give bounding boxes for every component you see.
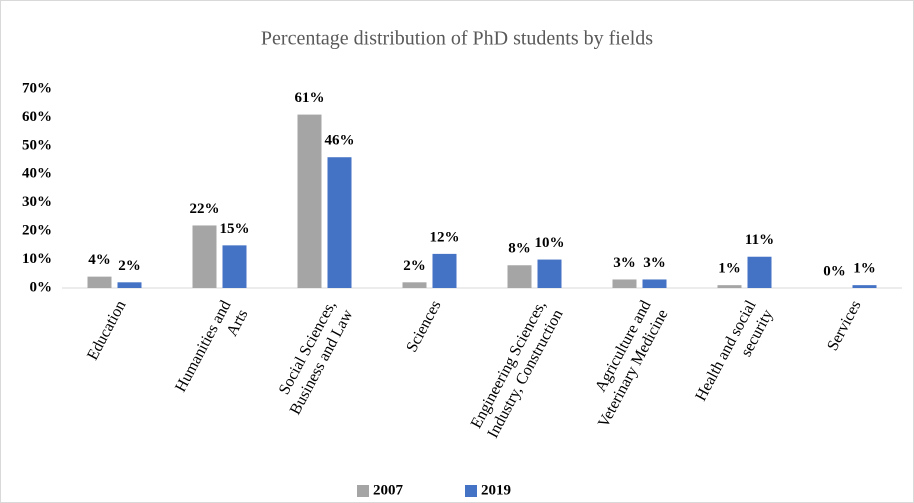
- legend-swatch: [357, 485, 369, 497]
- bar: [327, 157, 352, 288]
- legend-swatch: [465, 485, 477, 497]
- y-tick-label: 10%: [22, 251, 52, 267]
- y-tick-label: 20%: [22, 223, 52, 239]
- data-label: 3%: [643, 255, 666, 271]
- data-label: 11%: [745, 232, 774, 248]
- data-label: 0%: [823, 263, 846, 279]
- y-tick-label: 50%: [22, 137, 52, 153]
- bar: [747, 256, 772, 288]
- data-label: 22%: [190, 201, 220, 217]
- data-label: 46%: [325, 133, 355, 149]
- bar: [717, 285, 742, 288]
- y-tick-label: 0%: [30, 279, 53, 295]
- data-label: 1%: [718, 261, 741, 277]
- data-label: 3%: [613, 255, 636, 271]
- bar: [297, 114, 322, 288]
- bar: [117, 282, 142, 288]
- bar: [537, 259, 562, 288]
- bar: [222, 245, 247, 288]
- chart-title: Percentage distribution of PhD students …: [261, 28, 653, 50]
- bar: [642, 279, 667, 288]
- legend-label: 2007: [373, 482, 404, 498]
- data-label: 4%: [88, 252, 111, 268]
- bar: [612, 279, 637, 288]
- y-tick-label: 70%: [22, 80, 52, 96]
- data-label: 15%: [220, 221, 250, 237]
- bar: [507, 265, 532, 288]
- bar: [432, 253, 457, 288]
- data-label: 8%: [508, 241, 531, 257]
- bar: [402, 282, 427, 288]
- data-label: 10%: [535, 235, 565, 251]
- data-label: 2%: [118, 258, 141, 274]
- bar: [192, 225, 217, 288]
- y-tick-label: 30%: [22, 194, 52, 210]
- legend-label: 2019: [481, 482, 511, 498]
- data-label: 61%: [295, 90, 325, 106]
- bar: [87, 276, 112, 288]
- data-label: 2%: [403, 258, 426, 274]
- y-tick-label: 60%: [22, 109, 52, 125]
- bar: [852, 285, 877, 288]
- data-label: 12%: [430, 229, 460, 245]
- y-tick-label: 40%: [22, 166, 52, 182]
- data-label: 1%: [853, 261, 876, 277]
